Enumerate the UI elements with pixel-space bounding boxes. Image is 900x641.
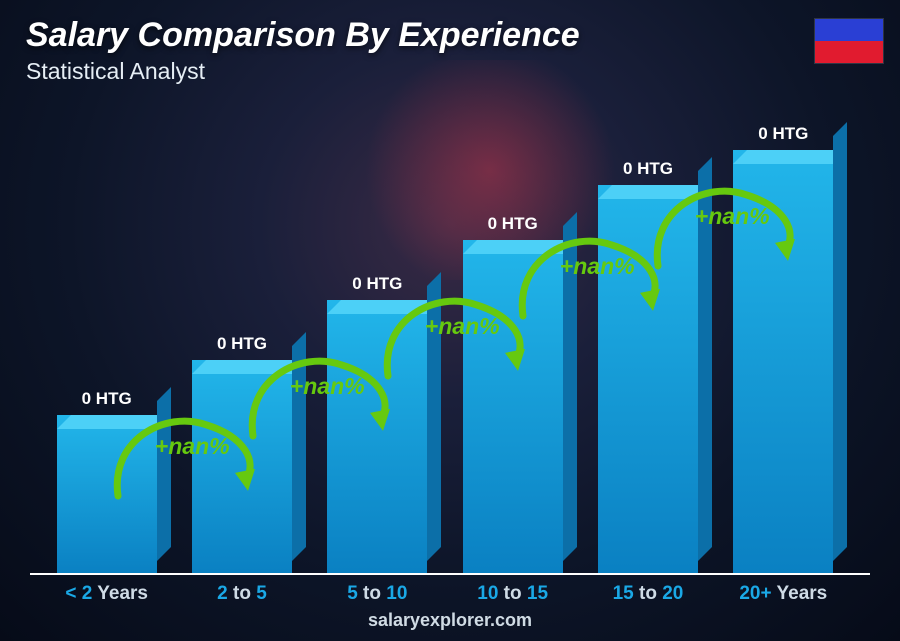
baseline-rule [30, 573, 870, 575]
bar-slot-2: 0 HTG [317, 274, 438, 575]
bar-side-face [157, 387, 171, 561]
x-label-dim: Years [92, 583, 148, 604]
flag-bottom-stripe [815, 41, 883, 63]
bar-3d [598, 185, 698, 575]
x-label-highlight-2: 15 [527, 583, 548, 604]
x-label-3: 10 to 15 [452, 583, 573, 605]
bar-front-face [733, 150, 833, 575]
bar-top-face [463, 240, 577, 254]
bar-top-face [192, 360, 306, 374]
bar-slot-4: 0 HTG [587, 159, 708, 575]
bar-front-face [327, 300, 427, 575]
bar-value-label: 0 HTG [623, 159, 673, 179]
flag-top-stripe [815, 19, 883, 41]
bar-slot-5: 0 HTG [723, 124, 844, 575]
bar-front-face [463, 240, 563, 575]
x-axis-labels: < 2 Years2 to 55 to 1010 to 1515 to 2020… [40, 583, 850, 605]
bar-value-label: 0 HTG [82, 389, 132, 409]
x-label-highlight-2: 5 [256, 583, 267, 604]
bar-side-face [563, 212, 577, 561]
bar-side-face [427, 272, 441, 561]
x-label-highlight: < 2 [65, 583, 92, 604]
bars-container: 0 HTG 0 HTG 0 HTG 0 HTG 0 HTG 0 HTG [40, 120, 850, 575]
chart-subtitle: Statistical Analyst [26, 58, 205, 85]
x-label-highlight: 15 [613, 583, 634, 604]
bar-top-face [598, 185, 712, 199]
bar-3d [57, 415, 157, 575]
bar-3d [327, 300, 427, 575]
x-label-highlight-2: 20 [662, 583, 683, 604]
chart-area: 0 HTG0 HTG0 HTG0 HTG0 HTG0 HTG +nan%+nan… [40, 120, 850, 575]
bar-front-face [192, 360, 292, 575]
x-label-5: 20+ Years [723, 583, 844, 605]
bar-side-face [833, 122, 847, 561]
x-label-dim: to [358, 583, 387, 604]
bar-value-label: 0 HTG [488, 214, 538, 234]
bar-front-face [598, 185, 698, 575]
bar-3d [192, 360, 292, 575]
x-label-0: < 2 Years [46, 583, 167, 605]
bar-slot-1: 0 HTG [181, 334, 302, 575]
x-label-dim: to [634, 583, 663, 604]
bar-top-face [327, 300, 441, 314]
country-flag [814, 18, 884, 64]
chart-title: Salary Comparison By Experience [26, 16, 580, 55]
x-label-highlight: 5 [347, 583, 358, 604]
bar-3d [463, 240, 563, 575]
bar-slot-3: 0 HTG [452, 214, 573, 575]
x-label-2: 5 to 10 [317, 583, 438, 605]
footer-credit: salaryexplorer.com [0, 610, 900, 631]
bar-slot-0: 0 HTG [46, 389, 167, 575]
x-label-dim: to [498, 583, 527, 604]
x-label-highlight: 2 [217, 583, 228, 604]
bar-value-label: 0 HTG [758, 124, 808, 144]
bar-value-label: 0 HTG [352, 274, 402, 294]
x-label-dim: to [228, 583, 257, 604]
bar-top-face [733, 150, 847, 164]
bar-3d [733, 150, 833, 575]
bar-front-face [57, 415, 157, 575]
x-label-highlight-2: 10 [386, 583, 407, 604]
x-label-highlight: 20+ [739, 583, 771, 604]
x-label-highlight: 10 [477, 583, 498, 604]
bar-value-label: 0 HTG [217, 334, 267, 354]
x-label-1: 2 to 5 [181, 583, 302, 605]
bar-side-face [698, 157, 712, 561]
bar-top-face [57, 415, 171, 429]
x-label-4: 15 to 20 [587, 583, 708, 605]
chart-canvas: Salary Comparison By Experience Statisti… [0, 0, 900, 641]
bar-side-face [292, 332, 306, 561]
x-label-dim: Years [772, 583, 828, 604]
